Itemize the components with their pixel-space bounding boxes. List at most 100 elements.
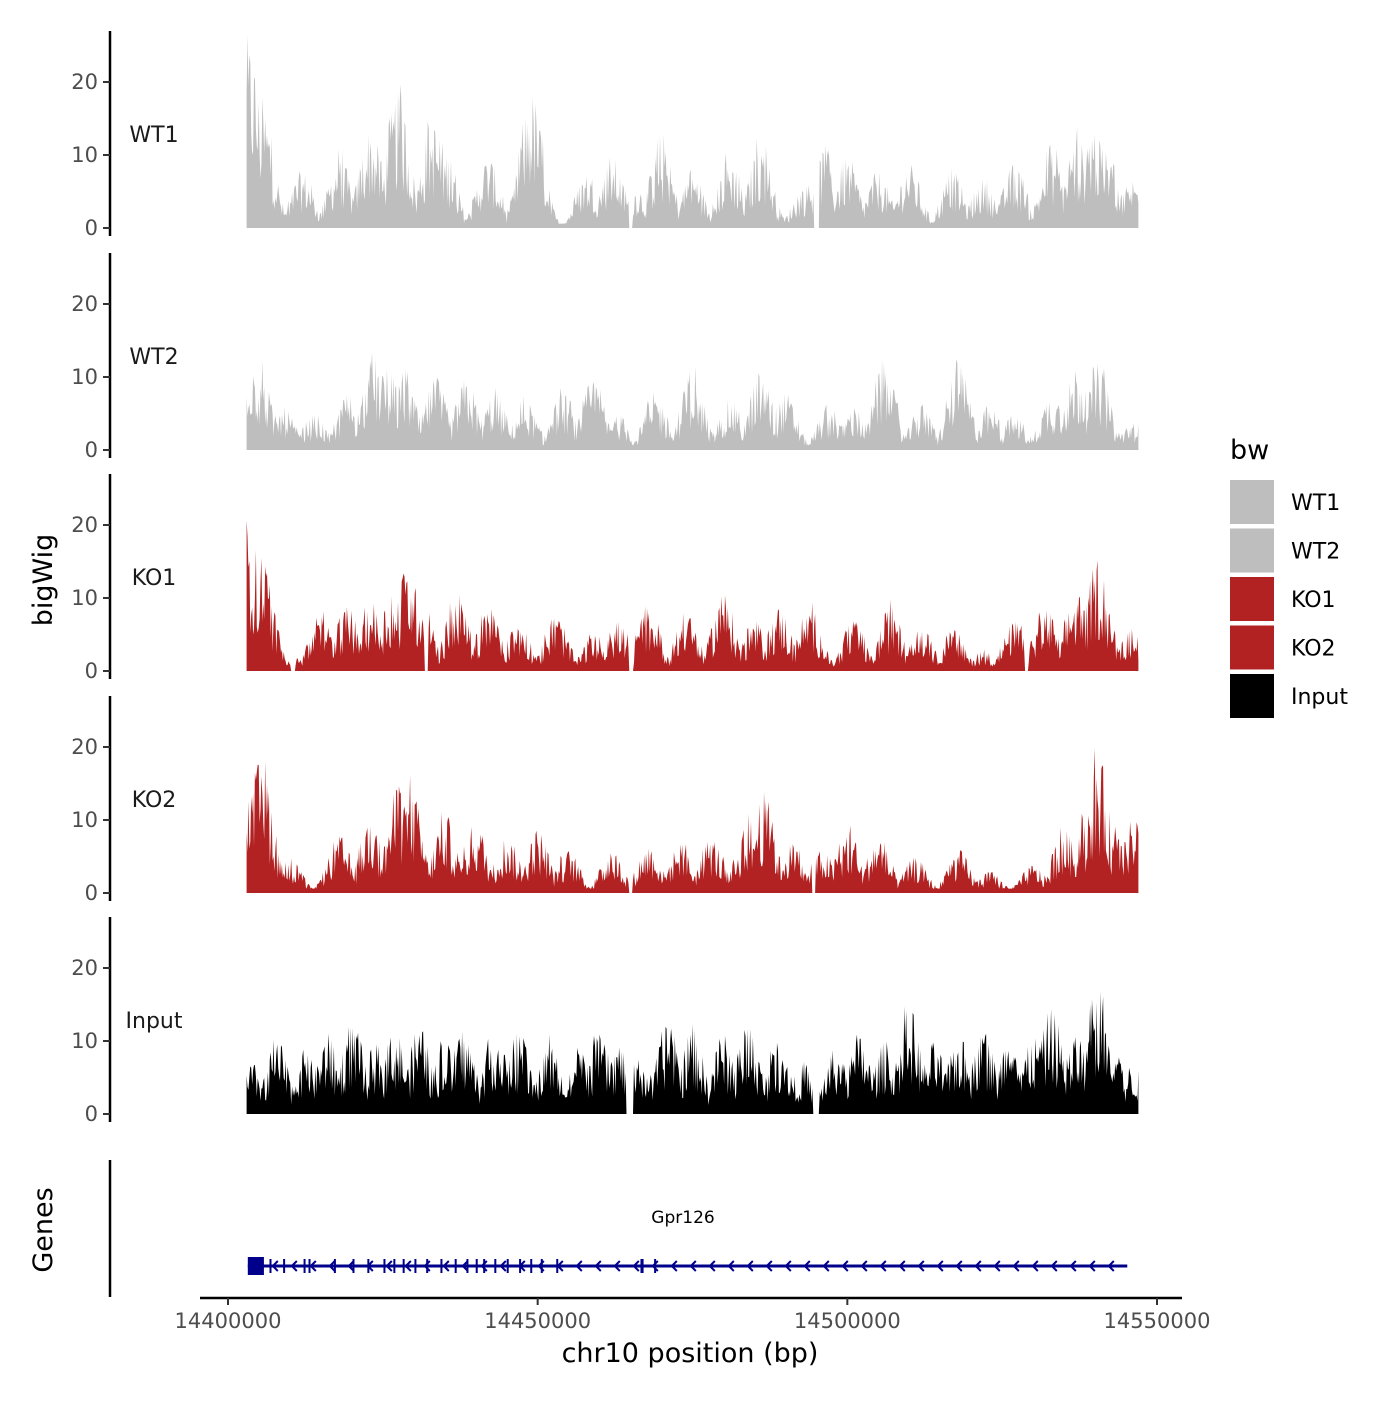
track-label-ko1: KO1 <box>132 566 177 591</box>
gene-exon <box>367 1259 370 1273</box>
strand-arrow <box>651 1260 659 1272</box>
gene-exon <box>414 1259 417 1273</box>
gene-exon <box>530 1259 533 1273</box>
gene-exon <box>654 1259 657 1273</box>
strand-arrow <box>689 1260 697 1272</box>
y-tick-label: 20 <box>71 513 98 537</box>
x-tick-label: 14500000 <box>794 1309 901 1333</box>
signal-area-wt2 <box>246 352 1139 450</box>
strand-arrow <box>632 1260 640 1272</box>
legend-swatch-wt1 <box>1230 480 1274 524</box>
strand-arrow <box>1107 1260 1115 1272</box>
signal-area-ko1 <box>246 520 1139 671</box>
strand-arrow <box>841 1260 849 1272</box>
legend-label-ko2: KO2 <box>1291 637 1336 662</box>
y-tick-label: 0 <box>85 1102 98 1126</box>
gene-exon <box>269 1259 272 1273</box>
genes-track-title: Genes <box>28 1187 59 1272</box>
strand-arrow <box>822 1260 830 1272</box>
legend-title: bw <box>1230 435 1269 466</box>
strand-arrow <box>385 1260 393 1272</box>
track-label-ko2: KO2 <box>132 788 177 813</box>
strand-arrow <box>936 1260 944 1272</box>
legend-swatch-wt2 <box>1230 528 1274 573</box>
gene-exon <box>393 1259 396 1273</box>
strand-arrow <box>974 1260 982 1272</box>
strand-arrow <box>575 1260 583 1272</box>
strand-arrow <box>499 1260 507 1272</box>
x-tick-label: 14450000 <box>484 1309 591 1333</box>
y-tick-label: 20 <box>71 70 98 94</box>
legend: bw WT1 WT2 KO1 KO2 Input <box>1230 435 1348 718</box>
gene-track: Gpr126 <box>108 1160 1128 1297</box>
strand-arrow <box>461 1260 469 1272</box>
gene-exon <box>483 1259 486 1273</box>
gene-exon <box>494 1259 497 1273</box>
strand-arrow <box>347 1260 355 1272</box>
gene-label: Gpr126 <box>651 1208 714 1228</box>
gene-exon <box>303 1259 306 1273</box>
strand-arrow <box>727 1260 735 1272</box>
gene-exon <box>333 1259 336 1273</box>
gene-exon <box>352 1259 355 1273</box>
strand-arrow <box>955 1260 963 1272</box>
y-tick-label: 10 <box>71 808 98 832</box>
legend-swatch-input <box>1230 674 1274 718</box>
track-input: 0 10 20 Input <box>71 917 1139 1126</box>
strand-arrow <box>1088 1260 1096 1272</box>
x-axis-title: chr10 position (bp) <box>562 1338 819 1369</box>
strand-arrow <box>1031 1260 1039 1272</box>
strand-arrow <box>328 1260 336 1272</box>
y-tick-label: 20 <box>71 735 98 759</box>
y-tick-label: 0 <box>85 659 98 683</box>
track-ko1: 0 10 20 KO1 <box>71 474 1139 683</box>
legend-label-wt2: WT2 <box>1291 540 1340 565</box>
y-tick-label: 20 <box>71 956 98 980</box>
strand-arrow <box>442 1260 450 1272</box>
gene-exon <box>454 1259 457 1273</box>
gene-exon <box>540 1259 543 1273</box>
track-label-wt2: WT2 <box>129 345 178 370</box>
gene-exon <box>506 1259 509 1273</box>
signal-tracks: 0 10 20 WT1 0 10 20 WT2 0 10 20 KO1 0 10 20 KO2 0 10 20 Inp… <box>71 31 1139 1126</box>
y-axis-title: bigWig <box>28 534 59 627</box>
strand-arrow <box>898 1260 906 1272</box>
strand-arrow <box>1069 1260 1077 1272</box>
gene-exon <box>402 1259 405 1273</box>
strand-arrow <box>993 1260 1001 1272</box>
signal-area-input <box>246 991 1139 1114</box>
strand-arrow <box>404 1260 412 1272</box>
strand-arrow <box>765 1260 773 1272</box>
track-wt2: 0 10 20 WT2 <box>71 253 1139 462</box>
gene-exon <box>556 1259 559 1273</box>
gene-exon <box>426 1259 429 1273</box>
strand-arrow <box>309 1260 317 1272</box>
y-tick-label: 10 <box>71 1029 98 1053</box>
legend-swatch-ko1 <box>1230 577 1274 621</box>
strand-arrow <box>746 1260 754 1272</box>
signal-area-wt1 <box>246 34 1139 229</box>
x-tick-label: 14550000 <box>1104 1309 1211 1333</box>
track-ko2: 0 10 20 KO2 <box>71 696 1139 905</box>
x-tick-label: 14400000 <box>175 1309 282 1333</box>
strand-arrow <box>1050 1260 1058 1272</box>
strand-arrow <box>613 1260 621 1272</box>
strand-arrow <box>271 1260 279 1272</box>
y-tick-label: 0 <box>85 216 98 240</box>
track-label-input: Input <box>126 1009 183 1034</box>
strand-arrow <box>879 1260 887 1272</box>
signal-area-ko2 <box>246 747 1139 893</box>
strand-arrow <box>917 1260 925 1272</box>
gene-exon <box>383 1259 386 1273</box>
strand-arrow <box>803 1260 811 1272</box>
legend-swatch-ko2 <box>1230 625 1274 670</box>
legend-label-wt1: WT1 <box>1291 491 1340 516</box>
gene-exon <box>640 1259 644 1273</box>
strand-arrow <box>860 1260 868 1272</box>
legend-label-input: Input <box>1291 685 1348 710</box>
strand-arrow <box>708 1260 716 1272</box>
y-tick-label: 0 <box>85 881 98 905</box>
y-tick-label: 10 <box>71 143 98 167</box>
y-tick-label: 10 <box>71 586 98 610</box>
